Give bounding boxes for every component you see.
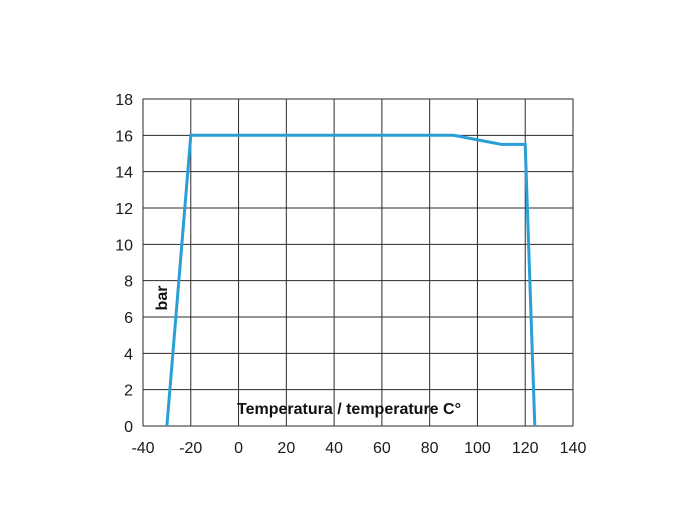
x-tick-label: -40: [131, 440, 154, 457]
x-tick-label: 120: [512, 440, 539, 457]
x-tick-label: 140: [560, 440, 587, 457]
y-tick-label: 10: [115, 237, 133, 254]
x-tick-label: 60: [373, 440, 391, 457]
x-tick-label: 80: [421, 440, 439, 457]
y-tick-label: 0: [124, 419, 133, 436]
y-tick-label: 18: [115, 92, 133, 109]
y-tick-label: 14: [115, 165, 133, 182]
y-tick-label: 2: [124, 383, 133, 400]
series-layer: [165, 133, 537, 427]
x-tick-labels: -40 -20 0 20 40 60 80 100 120 140: [131, 440, 586, 457]
y-tick-label: 6: [124, 310, 133, 327]
x-tick-label: 0: [234, 440, 243, 457]
x-tick-label: 40: [325, 440, 343, 457]
plot-frame: [142, 98, 574, 427]
x-tick-label: -20: [179, 440, 202, 457]
y-axis-label: bar: [154, 286, 171, 311]
grid: [142, 98, 574, 427]
y-tick-label: 8: [124, 274, 133, 291]
x-tick-label: 100: [464, 440, 491, 457]
y-tick-label: 16: [115, 128, 133, 145]
y-tick-label: 4: [124, 346, 133, 363]
series-line: [165, 133, 537, 427]
x-axis-label: Temperatura / temperature C°: [237, 401, 461, 418]
y-tick-labels: 0 2 4 6 8 10 12 14 16 18: [115, 92, 133, 436]
y-tick-label: 12: [115, 201, 133, 218]
x-tick-label: 20: [277, 440, 295, 457]
